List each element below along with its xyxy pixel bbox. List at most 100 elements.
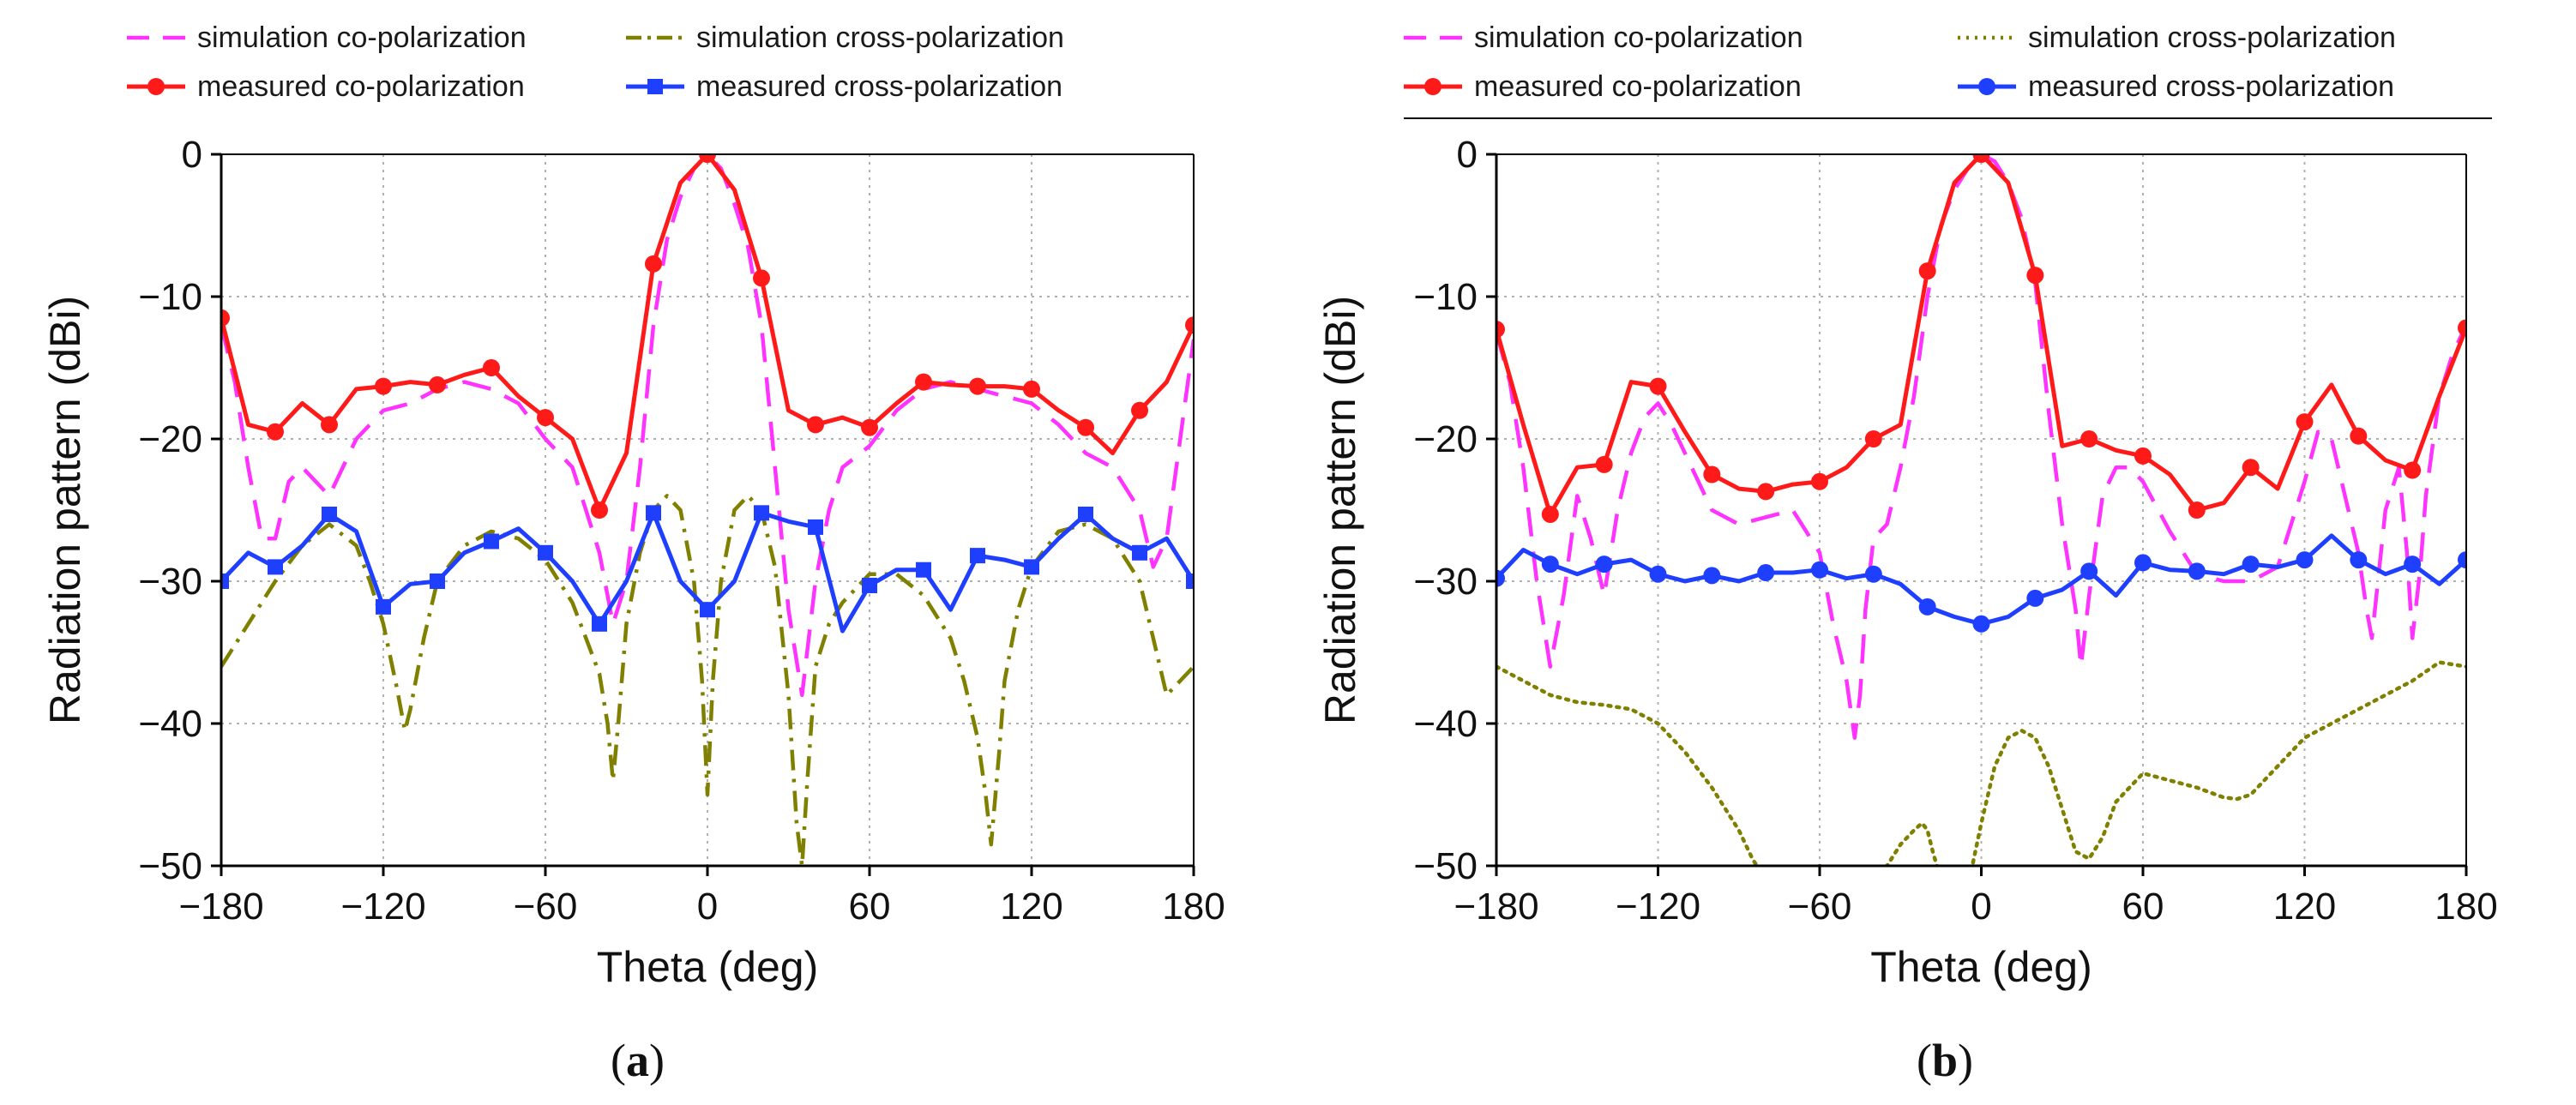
- y-axis-title: Radiation pattern (dBi): [41, 296, 89, 724]
- legend-swatch-marker: [147, 78, 165, 95]
- x-tick-label: −120: [340, 886, 425, 928]
- data-point: [591, 501, 608, 519]
- data-point: [862, 577, 877, 593]
- data-point: [700, 602, 715, 618]
- data-point: [2134, 554, 2152, 572]
- panel-label-paren-close: ): [649, 1035, 665, 1086]
- legend: simulation co-polarization simulation cro…: [127, 21, 1064, 103]
- legend-swatch-marker: [1978, 78, 1995, 95]
- x-tick-label: 60: [2122, 886, 2164, 928]
- data-point: [1132, 544, 1147, 561]
- legend-label: measured co-polarization: [197, 70, 525, 103]
- data-point: [267, 423, 284, 441]
- y-tick-label: −20: [1413, 418, 1478, 460]
- data-point: [1918, 598, 1936, 616]
- data-point: [429, 375, 446, 393]
- legend-label: simulation co-polarization: [1474, 21, 1803, 54]
- panel-label: (a): [611, 1035, 665, 1086]
- data-point: [861, 418, 878, 436]
- data-point: [1595, 455, 1613, 473]
- data-point: [1077, 418, 1094, 436]
- data-point: [483, 359, 500, 376]
- y-axis-title: Radiation pattern (dBi): [1316, 296, 1364, 724]
- data-point: [1496, 321, 1505, 339]
- x-tick-label: −120: [1616, 886, 1700, 928]
- data-point: [2404, 461, 2422, 479]
- series-group: [221, 154, 1194, 866]
- y-tick-label: −10: [1413, 276, 1478, 318]
- legend-label: measured cross-polarization: [696, 70, 1062, 103]
- data-point: [807, 416, 824, 434]
- data-point: [1703, 567, 1721, 585]
- data-point: [1131, 401, 1148, 419]
- data-point: [268, 559, 283, 575]
- legend-label: simulation co-polarization: [197, 21, 527, 54]
- data-point: [1649, 377, 1667, 395]
- data-point: [970, 548, 985, 564]
- x-tick-label: 120: [1000, 886, 1062, 928]
- y-tick-label: −10: [138, 276, 202, 318]
- data-point: [2350, 427, 2368, 445]
- grid: [1496, 153, 2467, 867]
- panel-label-letter: b: [1932, 1035, 1958, 1086]
- data-point: [2188, 562, 2206, 580]
- series-line: [1496, 660, 2466, 866]
- chart-panel-b: −180 −120 −60 0 60 120 180 −50 −40 −30 −20 −10 0 Thet…: [1316, 21, 2498, 1086]
- legend-swatch-marker: [1424, 78, 1441, 95]
- y-tick-label: 0: [182, 134, 202, 176]
- panel-label: (b): [1917, 1035, 1973, 1086]
- panel-label-paren-close: ): [1958, 1035, 1973, 1086]
- y-tick-label: −40: [138, 703, 202, 745]
- data-point: [2242, 459, 2260, 477]
- legend-swatch-marker: [647, 79, 663, 94]
- data-point: [1864, 565, 1882, 583]
- x-axis-title: Theta (deg): [1870, 943, 2091, 991]
- data-point: [1757, 564, 1775, 582]
- axes: −180 −120 −60 0 60 120 180 −50 −40 −30 −20 −10 0: [138, 134, 1225, 928]
- panel-label-paren-open: (: [611, 1035, 626, 1086]
- data-point: [322, 506, 337, 522]
- data-point: [916, 562, 931, 578]
- data-point: [1757, 483, 1775, 501]
- data-point: [321, 416, 338, 434]
- data-point: [754, 505, 769, 521]
- data-point: [2242, 556, 2260, 574]
- x-axis-title: Theta (deg): [597, 943, 818, 991]
- x-tick-label: 120: [2273, 886, 2336, 928]
- data-point: [1972, 615, 1990, 633]
- data-point: [1078, 506, 1093, 522]
- y-tick-label: −20: [138, 418, 202, 460]
- legend-label: measured cross-polarization: [2028, 70, 2394, 103]
- data-point: [1541, 505, 1559, 523]
- data-point: [1811, 472, 1828, 490]
- x-tick-label: −180: [178, 886, 263, 928]
- data-point: [2026, 589, 2044, 607]
- data-point: [2134, 447, 2152, 465]
- data-point: [2458, 551, 2466, 569]
- data-point: [1185, 316, 1194, 334]
- panel-label-paren-open: (: [1917, 1035, 1932, 1086]
- data-point: [430, 574, 445, 589]
- y-tick-label: 0: [1457, 134, 1478, 176]
- data-point: [1024, 559, 1039, 575]
- axes: −180 −120 −60 0 60 120 180 −50 −40 −30 −20 −10 0: [1413, 134, 2497, 928]
- data-point: [808, 519, 823, 535]
- data-point: [2026, 267, 2044, 285]
- x-tick-label: −60: [1788, 886, 1852, 928]
- x-tick-label: 60: [849, 886, 891, 928]
- panel-label-letter: a: [626, 1035, 649, 1086]
- data-point: [1972, 154, 1990, 163]
- data-point: [2080, 430, 2098, 447]
- data-point: [2080, 562, 2098, 580]
- x-tick-label: −180: [1454, 886, 1538, 928]
- y-tick-label: −30: [1413, 561, 1478, 603]
- x-tick-label: −60: [514, 886, 578, 928]
- x-tick-label: 0: [1971, 886, 1991, 928]
- data-point: [1186, 574, 1194, 589]
- data-point: [2458, 319, 2466, 337]
- data-point: [592, 616, 607, 632]
- x-tick-label: 180: [2435, 886, 2497, 928]
- x-tick-label: 180: [1162, 886, 1225, 928]
- series-group: [1496, 154, 2466, 866]
